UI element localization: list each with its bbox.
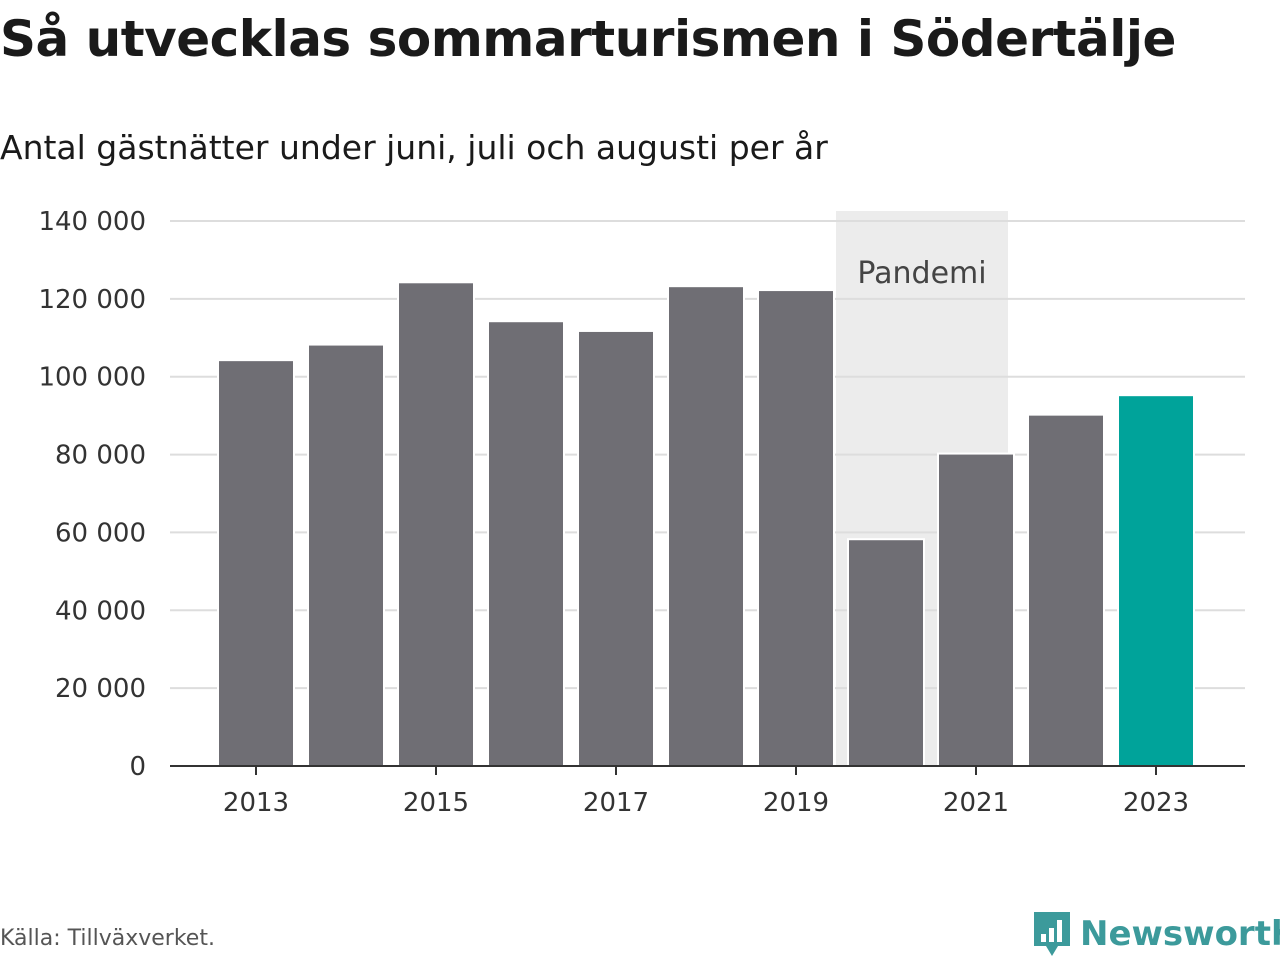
- bar-2023: [1119, 396, 1193, 766]
- bars: [217, 281, 1195, 766]
- y-tick-label: 40 000: [55, 596, 146, 626]
- pandemic-label: Pandemi: [857, 256, 986, 291]
- source-note: Källa: Tillväxverket.: [0, 926, 215, 951]
- bar-2015: [399, 283, 473, 766]
- bar-2019: [759, 291, 833, 766]
- newsworthy-logo-icon: [1034, 912, 1070, 956]
- chart-subtitle: Antal gästnätter under juni, juli och au…: [0, 128, 828, 167]
- bar-2021: [939, 454, 1013, 766]
- x-tick-label: 2013: [223, 788, 289, 818]
- bar-2020: [849, 540, 923, 766]
- y-tick-label: 120 000: [38, 285, 146, 315]
- newsworthy-logo: Newsworthy: [1032, 910, 1280, 958]
- x-tick-label: 2021: [943, 788, 1009, 818]
- newsworthy-logo-text: Newsworthy: [1080, 914, 1280, 954]
- y-tick-label: 140 000: [38, 207, 146, 237]
- axes: [170, 765, 1245, 775]
- x-tick-label: 2019: [763, 788, 829, 818]
- y-tick-label: 100 000: [38, 363, 146, 393]
- y-tick-label: 80 000: [55, 441, 146, 471]
- x-tick-label: 2017: [583, 788, 649, 818]
- chart-title: Så utvecklas sommarturismen i Södertälje: [0, 10, 1176, 68]
- x-tick-label: 2023: [1123, 788, 1189, 818]
- y-tick-label: 60 000: [55, 518, 146, 548]
- bar-2014: [309, 345, 383, 766]
- y-tick-label: 0: [129, 752, 146, 782]
- y-tick-label: 20 000: [55, 674, 146, 704]
- bar-2013: [219, 361, 293, 766]
- bar-2022: [1029, 415, 1103, 766]
- tick-labels: 0 20 000 40 000 60 000 80 000 100 000 120 000 1…: [38, 207, 1189, 818]
- bar-2018: [669, 287, 743, 766]
- bar-2016: [489, 322, 563, 766]
- x-tick-label: 2015: [403, 788, 469, 818]
- bar-2017: [579, 331, 653, 766]
